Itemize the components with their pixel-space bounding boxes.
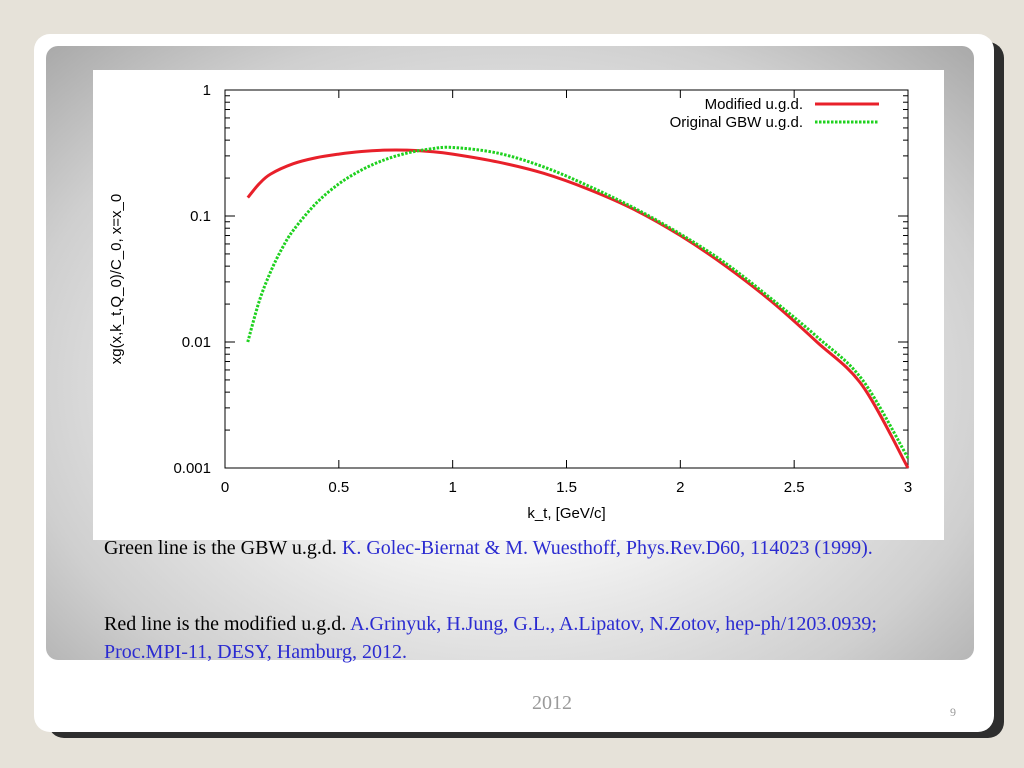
x-tick-label: 0 [221, 479, 229, 496]
caption-red: Red line is the modified u.g.d. A.Grinyu… [104, 610, 934, 666]
chart: 0 0.5 1 1.5 2 2.5 3 0.001 0.01 0.1 1 k_t, [GeV/c] xg… [108, 82, 912, 522]
chart-container: 0 0.5 1 1.5 2 2.5 3 0.001 0.01 0.1 1 k_t, [GeV/c] xg… [93, 70, 944, 540]
x-tick-label: 3 [904, 479, 912, 496]
legend-label: Original GBW u.g.d. [670, 114, 803, 131]
footer-year: 2012 [532, 692, 572, 714]
y-tick-label: 1 [203, 82, 211, 99]
caption-green: Green line is the GBW u.g.d. K. Golec-Bi… [104, 534, 934, 562]
x-tick-label: 1.5 [556, 479, 577, 496]
x-tick-label: 2 [676, 479, 684, 496]
series-line-gbw [246, 145, 910, 459]
series-line-modified [246, 148, 910, 469]
caption-green-text: Green line is the GBW u.g.d. [104, 537, 342, 559]
x-axis-label: k_t, [GeV/c] [527, 505, 605, 522]
y-tick-label: 0.001 [173, 460, 211, 477]
caption-red-text: Red line is the modified u.g.d. [104, 613, 351, 635]
legend-label: Modified u.g.d. [705, 96, 803, 113]
y-axis-label: xg(x,k_t,Q_0)/C_0, x=x_0 [108, 194, 125, 365]
caption-green-reference: K. Golec-Biernat & M. Wuesthoff, Phys.Re… [341, 537, 873, 559]
caption-red-reference: A.Grinyuk, H.Jung, G.L., A.Lipatov, N.Zo… [104, 613, 877, 663]
plot-frame [224, 89, 909, 469]
x-tick-label: 1 [448, 479, 456, 496]
x-tick-label: 0.5 [328, 479, 349, 496]
y-tick-label: 0.1 [190, 208, 211, 225]
x-tick-label: 2.5 [784, 479, 805, 496]
y-tick-label: 0.01 [182, 334, 211, 351]
page-number: 9 [950, 705, 956, 719]
